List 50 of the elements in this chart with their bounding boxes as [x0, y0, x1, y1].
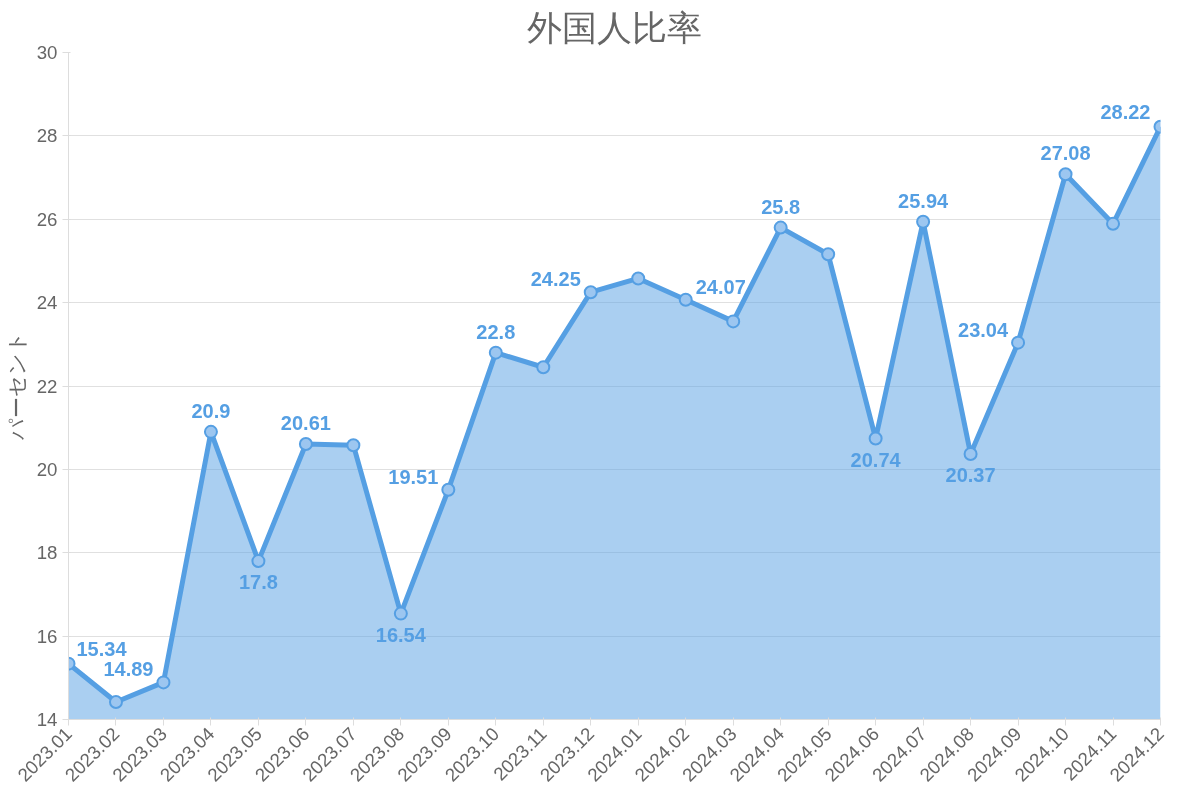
data-label: 27.08 [1040, 142, 1091, 165]
y-tick-label: 24 [36, 292, 58, 314]
point [631, 271, 646, 286]
point [1011, 335, 1026, 350]
data-label: 22.8 [476, 320, 516, 343]
y-tick-label: 18 [36, 542, 58, 564]
point [678, 292, 693, 307]
data-label: 19.51 [388, 465, 439, 488]
data-label: 25.94 [898, 189, 950, 212]
y-tick-label: 22 [36, 375, 58, 397]
y-tick-label: 20 [36, 458, 58, 480]
point [1058, 167, 1073, 182]
point [393, 606, 408, 621]
y-tick-label: 16 [36, 625, 58, 647]
point [583, 285, 598, 300]
data-label: 20.61 [280, 411, 331, 434]
y-tick-label: 26 [36, 208, 58, 230]
point [441, 482, 456, 497]
data-label: 15.34 [76, 637, 128, 660]
point [1106, 216, 1121, 231]
point [156, 675, 171, 690]
data-label: 17.8 [238, 571, 278, 594]
point [488, 345, 503, 360]
point [251, 554, 266, 569]
data-label: 20.74 [850, 448, 902, 471]
point [536, 360, 551, 375]
chart-title: 外国人比率 [527, 7, 702, 48]
data-label: 28.22 [1100, 100, 1151, 123]
point [726, 314, 741, 329]
data-label: 24.07 [695, 275, 746, 298]
point [773, 220, 788, 235]
y-tick-label: 28 [36, 125, 58, 147]
y-axis-title: パーセント [3, 331, 29, 442]
data-label: 24.25 [530, 268, 581, 291]
point [916, 214, 931, 229]
point [203, 424, 218, 439]
point [868, 431, 883, 446]
data-label: 20.37 [945, 463, 996, 486]
y-tick-label: 14 [36, 709, 58, 730]
point [346, 438, 361, 453]
point [298, 436, 313, 451]
data-label: 25.8 [761, 195, 801, 218]
data-label: 14.89 [103, 658, 154, 681]
point [108, 695, 123, 709]
data-label: 16.54 [375, 623, 427, 646]
data-label: 23.04 [958, 318, 1009, 341]
data-label: 20.9 [191, 399, 231, 422]
point [821, 247, 836, 262]
y-tick-label: 30 [36, 42, 58, 63]
point [963, 446, 978, 461]
